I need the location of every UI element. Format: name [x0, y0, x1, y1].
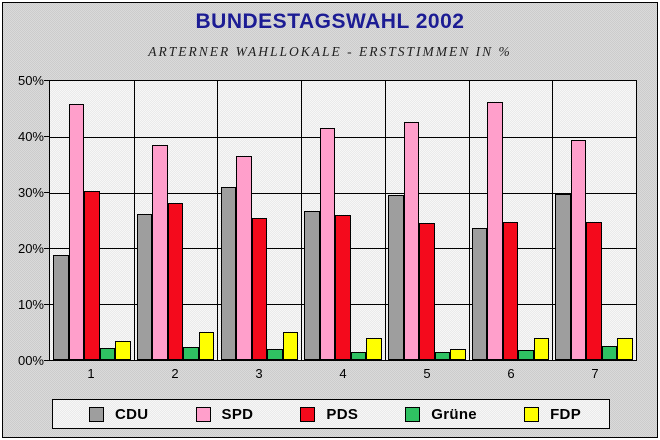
legend-swatch-cdu [89, 406, 104, 422]
x-axis-label: 5 [423, 366, 431, 381]
bar-pds-group1 [84, 191, 100, 360]
v-gridline [468, 81, 470, 360]
legend: CDU SPD PDS Grüne FDP [52, 399, 610, 429]
x-axis-label: 2 [171, 366, 179, 381]
x-axis-label: 4 [339, 366, 347, 381]
bar-cdu-group1 [53, 255, 69, 360]
x-axis-label: 1 [87, 366, 95, 381]
y-axis-label: 10% [17, 297, 44, 312]
bar-fdp-group6 [533, 338, 550, 360]
y-axis-tick [44, 192, 49, 193]
y-axis-label: 30% [17, 185, 44, 200]
bar-pds-group6 [502, 222, 519, 360]
legend-label-fdp: FDP [550, 405, 581, 423]
legend-label-gruene: Grüne [431, 405, 477, 423]
bar-grüne-group5 [434, 352, 450, 360]
bar-grüne-group7 [601, 346, 618, 360]
bar-grüne-group3 [267, 349, 283, 360]
legend-swatch-pds [300, 406, 316, 422]
legend-item-cdu: CDU [89, 406, 148, 423]
legend-swatch-gruene [405, 406, 421, 422]
chart-title: BUNDESTAGSWAHL 2002 [195, 10, 465, 33]
legend-label-pds: PDS [326, 405, 359, 423]
legend-item-spd: SPD [195, 405, 254, 423]
h-gridline [50, 192, 636, 194]
bar-fdp-group4 [366, 338, 382, 360]
y-axis-label: 00% [17, 353, 44, 368]
bar-spd-group1 [68, 104, 85, 360]
legend-label-cdu: CDU [115, 405, 149, 423]
x-axis-label: 7 [591, 366, 599, 381]
y-axis-tick [44, 80, 49, 81]
bar-cdu-group7 [555, 194, 571, 360]
y-axis-tick [44, 136, 49, 137]
legend-item-pds: PDS [300, 406, 358, 423]
bar-fdp-group2 [198, 332, 215, 360]
v-gridline [217, 81, 219, 360]
bar-spd-group6 [487, 102, 503, 360]
bar-fdp-group7 [617, 338, 633, 360]
legend-item-fdp: FDP [524, 406, 581, 423]
v-gridline [133, 81, 135, 360]
bar-cdu-group2 [136, 214, 153, 360]
bar-pds-group5 [419, 223, 435, 360]
bar-cdu-group5 [388, 195, 404, 360]
v-gridline [552, 81, 554, 360]
x-axis-label: 3 [255, 366, 263, 381]
y-axis-label: 40% [17, 129, 44, 144]
bar-pds-group2 [167, 203, 184, 360]
chart-subtitle: ARTERNER WAHLLOKALE - ERSTSTIMMEN IN % [148, 44, 512, 59]
bar-spd-group2 [152, 145, 168, 360]
legend-label-spd: SPD [221, 405, 254, 423]
bar-cdu-group3 [220, 187, 236, 360]
bar-fdp-group1 [115, 341, 131, 360]
bar-spd-group3 [236, 156, 252, 360]
y-axis-label: 50% [17, 73, 44, 88]
bar-pds-group7 [586, 222, 602, 360]
y-axis-label: 20% [17, 241, 44, 256]
bar-cdu-group4 [304, 211, 320, 360]
y-axis-tick [44, 248, 49, 249]
legend-swatch-fdp [524, 406, 540, 422]
bar-spd-group5 [403, 122, 419, 360]
bar-cdu-group6 [471, 228, 488, 360]
bar-grüne-group2 [183, 347, 199, 360]
y-axis-tick [44, 304, 49, 305]
bar-fdp-group5 [450, 349, 466, 360]
bar-grüne-group4 [350, 352, 367, 360]
y-axis-tick [44, 360, 49, 361]
bar-spd-group7 [570, 140, 587, 360]
bar-pds-group3 [251, 218, 267, 360]
bar-grüne-group6 [518, 350, 534, 360]
v-gridline [301, 81, 303, 360]
bar-grüne-group1 [99, 348, 116, 360]
bar-spd-group4 [319, 128, 336, 360]
legend-item-gruene: Grüne [405, 406, 477, 423]
bar-pds-group4 [335, 215, 351, 360]
x-axis-label: 6 [507, 366, 515, 381]
legend-swatch-spd [195, 406, 211, 422]
h-gridline [50, 136, 636, 138]
v-gridline [384, 81, 386, 360]
bar-fdp-group3 [282, 332, 298, 360]
plot-area [49, 80, 637, 361]
